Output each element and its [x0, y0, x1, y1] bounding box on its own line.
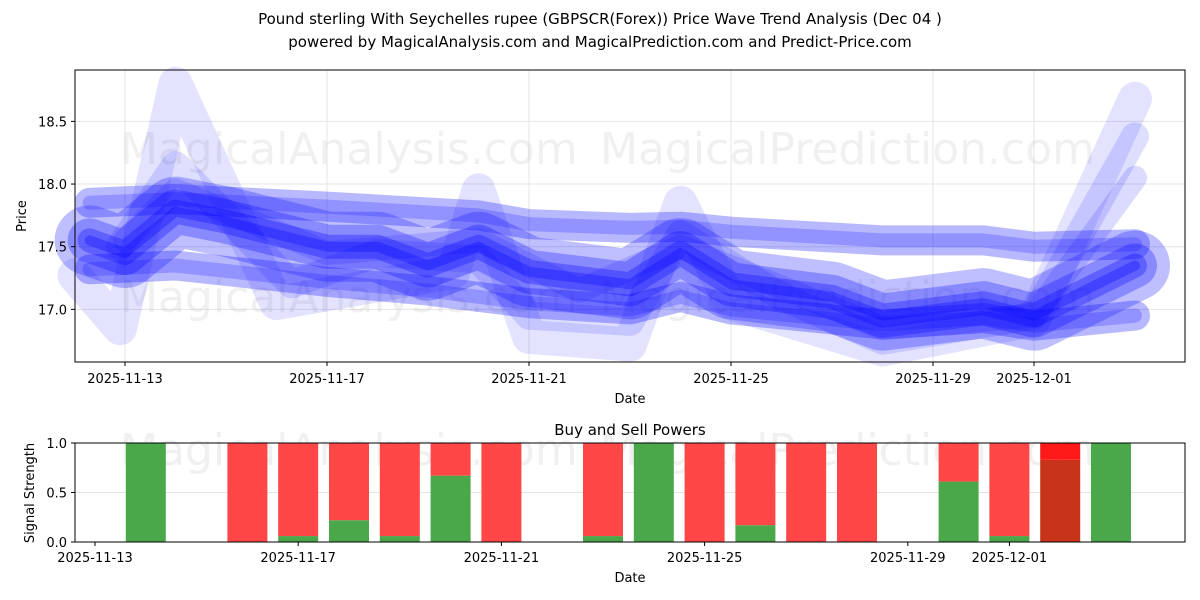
- watermark-text: MagicalPrediction.com: [600, 124, 1095, 175]
- sell-bar: [989, 443, 1030, 537]
- x-tick-label: 2025-12-01: [996, 372, 1072, 387]
- sell-bar: [735, 443, 776, 526]
- y-tick-label: 17.5: [38, 241, 67, 256]
- wave-center-line: [84, 206, 1140, 321]
- buy-bar: [278, 536, 319, 542]
- y-tick-label: 18.5: [38, 115, 67, 130]
- main-axis-ticks: 2025-11-13 2025-11-17 2025-11-21 2025-11-25…: [38, 115, 1072, 387]
- x-tick-label: 2025-11-29: [870, 551, 946, 566]
- main-x-label: Date: [614, 392, 645, 407]
- sell-bar: [837, 443, 877, 542]
- signal-bars: [125, 443, 1131, 542]
- sell-bar: [938, 443, 979, 482]
- buy-bar: [633, 443, 674, 542]
- signal-axis-ticks: 0.0 0.5 1.0 2025-11-13 2025-11-17 2025-11-21 2…: [46, 437, 1047, 566]
- price-wave-series: [54, 66, 1170, 367]
- sell-bar: [786, 443, 827, 542]
- sell-bar: [329, 443, 369, 521]
- sell-bar: [278, 443, 319, 537]
- main-grid: [75, 70, 1185, 362]
- chart-title-line1: Pound sterling With Seychelles rupee (GB…: [258, 10, 942, 28]
- buy-bar: [938, 481, 979, 542]
- wave-spike-2-line: [106, 122, 1149, 355]
- wave-spike-1-line: [57, 66, 1152, 367]
- buy-bar: [430, 475, 471, 542]
- signal-x-label: Date: [614, 571, 645, 586]
- x-tick-label: 2025-11-13: [87, 372, 163, 387]
- x-tick-label: 2025-11-17: [289, 372, 365, 387]
- y-tick-label: 17.0: [38, 303, 67, 318]
- y-tick-label: 0.5: [46, 487, 67, 502]
- y-tick-label: 0.0: [46, 536, 67, 551]
- wave-center-line: [54, 176, 1170, 351]
- x-tick-label: 2025-11-25: [693, 372, 769, 387]
- buy-bar: [379, 536, 420, 542]
- main-plot-frame: [74, 69, 1186, 363]
- sell-bar-strong: [1040, 459, 1081, 542]
- wave-upper-line: [74, 184, 1150, 262]
- buy-bar: [1091, 443, 1131, 542]
- sell-bar: [583, 443, 623, 537]
- x-tick-label: 2025-11-21: [464, 551, 540, 566]
- buy-bar: [329, 520, 369, 542]
- buy-bar: [989, 536, 1030, 542]
- x-tick-label: 2025-11-29: [895, 372, 971, 387]
- watermark-text: MagicalPrediction.com: [600, 272, 1095, 323]
- sell-bar: [481, 443, 522, 542]
- buy-bar: [735, 525, 776, 542]
- watermark-text: MagicalAnalysis.com: [120, 124, 578, 175]
- buy-bar: [583, 536, 623, 542]
- x-tick-label: 2025-11-21: [491, 372, 567, 387]
- sell-bar: [379, 443, 420, 537]
- buy-bar: [125, 443, 166, 542]
- main-y-label: Price: [15, 200, 30, 232]
- wave-center-line: [67, 189, 1157, 338]
- signal-chart-title: Buy and Sell Powers: [554, 421, 706, 439]
- wave-spike-3-line: [113, 165, 1147, 341]
- wave-upper-line: [82, 192, 1142, 254]
- wave-lower-line: [82, 258, 1142, 333]
- sell-bar: [684, 443, 725, 542]
- sell-bar: [430, 443, 471, 476]
- signal-y-label: Signal Strength: [23, 443, 38, 543]
- watermark-text: MagicalAnalysis.com: [120, 272, 578, 323]
- sell-bar: [227, 443, 268, 542]
- y-tick-label: 18.0: [38, 178, 67, 193]
- chart-title-line2: powered by MagicalAnalysis.com and Magic…: [288, 33, 912, 51]
- y-tick-label: 1.0: [46, 437, 67, 452]
- wave-lower-line: [74, 250, 1150, 341]
- x-tick-label: 2025-11-13: [57, 551, 133, 566]
- x-tick-label: 2025-11-17: [260, 551, 336, 566]
- x-tick-label: 2025-12-01: [972, 551, 1048, 566]
- x-tick-label: 2025-11-25: [667, 551, 743, 566]
- wave-center-line: [77, 199, 1147, 328]
- sell-bar-peak: [1040, 443, 1081, 460]
